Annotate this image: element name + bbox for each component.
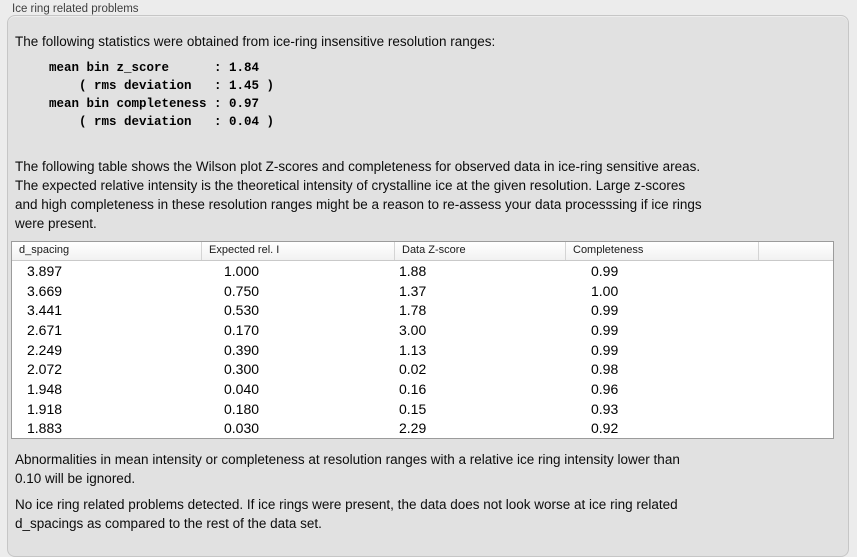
table-cell: 1.13 — [399, 341, 427, 358]
column-header-filler — [759, 242, 833, 260]
table-cell: 0.180 — [224, 400, 260, 417]
table-cell: 1.88 — [399, 262, 427, 279]
table-row[interactable]: 2.249 0.390 1.13 0.99 — [12, 340, 833, 360]
table-cell: 1.78 — [399, 302, 427, 319]
table-body: 3.897 1.000 1.88 0.99 3.669 0.750 1.37 1.00 3.44… — [12, 261, 833, 438]
table-cell: 1.000 — [224, 262, 260, 279]
table-row[interactable]: 1.948 0.040 0.16 0.96 — [12, 379, 833, 399]
table-cell: 0.750 — [224, 282, 260, 299]
table-cell: 1.00 — [591, 282, 619, 299]
table-cell: 1.918 — [27, 400, 63, 417]
table-cell: 2.29 — [399, 420, 427, 437]
table-cell: 0.170 — [224, 321, 260, 338]
table-cell: 1.37 — [399, 282, 427, 299]
column-header-expected-rel-i[interactable]: Expected rel. I — [202, 242, 395, 260]
table-cell: 0.02 — [399, 361, 427, 378]
table-cell: 0.92 — [591, 420, 619, 437]
table-row[interactable]: 2.671 0.170 3.00 0.99 — [12, 320, 833, 340]
table-cell: 2.249 — [27, 341, 63, 358]
table-row[interactable]: 1.918 0.180 0.15 0.93 — [12, 399, 833, 419]
description-text: The following table shows the Wilson plo… — [15, 159, 702, 231]
ice-ring-panel: The following statistics were obtained f… — [7, 15, 849, 557]
table-cell: 0.530 — [224, 302, 260, 319]
section-title: Ice ring related problems — [12, 3, 139, 15]
table-cell: 0.16 — [399, 380, 427, 397]
table-cell: 1.948 — [27, 380, 63, 397]
table-cell: 3.897 — [27, 262, 63, 279]
table-row[interactable]: 1.883 0.030 2.29 0.92 — [12, 418, 833, 438]
table-cell: 0.040 — [224, 380, 260, 397]
table-row[interactable]: 3.441 0.530 1.78 0.99 — [12, 300, 833, 320]
table-row[interactable]: 3.897 1.000 1.88 0.99 — [12, 261, 833, 281]
column-header-data-z-score[interactable]: Data Z-score — [395, 242, 566, 260]
column-header-d-spacing[interactable]: d_spacing — [12, 242, 202, 260]
table-cell: 2.671 — [27, 321, 63, 338]
table-cell: 0.99 — [591, 321, 619, 338]
table-cell: 0.390 — [224, 341, 260, 358]
ice-ring-report-page: Ice ring related problems The following … — [7, 3, 849, 557]
column-header-completeness[interactable]: Completeness — [566, 242, 759, 260]
table-cell: 0.15 — [399, 400, 427, 417]
table-cell: 3.669 — [27, 282, 63, 299]
table-cell: 0.99 — [591, 302, 619, 319]
table-cell: 0.030 — [224, 420, 260, 437]
table-cell: 0.96 — [591, 380, 619, 397]
table-cell: 2.072 — [27, 361, 63, 378]
intro-text: The following statistics were obtained f… — [15, 34, 496, 49]
table-cell: 3.441 — [27, 302, 63, 319]
table-cell: 1.883 — [27, 420, 63, 437]
footnote-threshold: Abnormalities in mean intensity or compl… — [15, 452, 680, 486]
table-cell: 0.98 — [591, 361, 619, 378]
ice-ring-table[interactable]: d_spacing Expected rel. I Data Z-score C… — [11, 241, 834, 439]
table-row[interactable]: 3.669 0.750 1.37 1.00 — [12, 281, 833, 301]
conclusion-text: No ice ring related problems detected. I… — [15, 497, 678, 531]
table-cell: 3.00 — [399, 321, 427, 338]
stats-block: mean bin z_score : 1.84 ( rms deviation … — [49, 61, 275, 129]
table-cell: 0.99 — [591, 341, 619, 358]
table-header: d_spacing Expected rel. I Data Z-score C… — [12, 242, 833, 261]
table-cell: 0.300 — [224, 361, 260, 378]
table-cell: 0.93 — [591, 400, 619, 417]
table-cell: 0.99 — [591, 262, 619, 279]
table-row[interactable]: 2.072 0.300 0.02 0.98 — [12, 359, 833, 379]
